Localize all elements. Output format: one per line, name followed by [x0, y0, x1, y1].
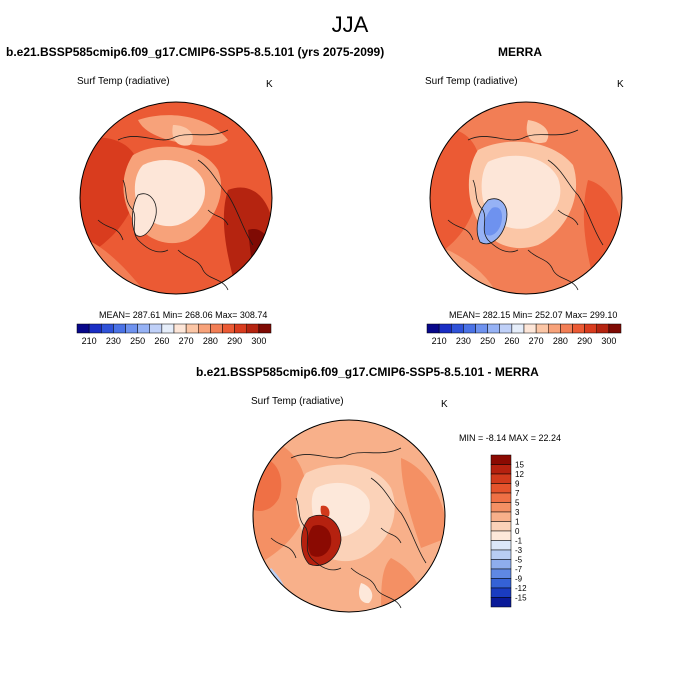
colorbar-right-swatch — [511, 323, 525, 334]
colorbar-difference-tick-label: 3 — [515, 508, 520, 517]
colorbar-right: 210 230 250 260 270 280 290 300 — [426, 323, 622, 346]
colorbar-left-swatch — [210, 323, 223, 334]
colorbar-difference-tick-label: 7 — [515, 489, 520, 498]
colorbar-right-swatch — [523, 323, 537, 334]
colorbar-right-tick-label: 260 — [504, 336, 519, 346]
colorbar-left-tick-label: 250 — [130, 336, 145, 346]
colorbar-difference-tick-label: -9 — [515, 575, 523, 584]
colorbar-right-swatch — [608, 323, 622, 334]
left-units-label: K — [266, 79, 273, 90]
colorbar-difference-swatch — [490, 578, 512, 589]
colorbar-difference-tick-label: -1 — [515, 537, 523, 546]
colorbar-difference-swatch — [490, 587, 512, 598]
left-stats: MEAN= 287.61 Min= 268.06 Max= 308.74 — [99, 310, 268, 320]
colorbar-difference-tick-label: -3 — [515, 546, 523, 555]
colorbar-right-swatch — [475, 323, 488, 334]
diff-panel-title: b.e21.BSSP585cmip6.f09_g17.CMIP6-SSP5-8.… — [196, 365, 539, 379]
colorbar-left-swatch — [149, 323, 163, 334]
colorbar-right-swatch — [596, 323, 610, 334]
colorbar-left-swatch — [173, 323, 187, 334]
colorbar-difference-swatch — [490, 559, 512, 570]
colorbar-right-tick-label: 210 — [432, 336, 447, 346]
colorbar-difference-swatch — [490, 464, 512, 475]
colorbar-left-swatch — [198, 323, 211, 334]
colorbar-right-tick-label: 280 — [553, 336, 568, 346]
right-stats: MEAN= 282.15 Min= 252.07 Max= 299.10 — [449, 310, 618, 320]
colorbar-difference-swatch — [490, 530, 512, 541]
map-left — [79, 101, 273, 295]
colorbar-difference-swatch — [490, 502, 512, 513]
colorbar-difference-tick-label: 12 — [515, 470, 524, 479]
colorbar-right-swatch — [560, 323, 573, 334]
colorbar-difference-tick-label: 5 — [515, 499, 520, 508]
colorbar-left-swatch — [125, 323, 138, 334]
colorbar-left: 210 230 250 260 270 280 290 300 — [76, 323, 272, 346]
left-panel-title: b.e21.BSSP585cmip6.f09_g17.CMIP6-SSP5-8.… — [6, 45, 385, 59]
diff-units-label: K — [441, 399, 448, 410]
colorbar-left-swatch — [161, 323, 175, 334]
colorbar-difference-swatch — [490, 597, 512, 608]
colorbar-difference-tick-label: -12 — [515, 584, 527, 593]
map-right — [429, 101, 623, 295]
colorbar-right-tick-label: 290 — [577, 336, 592, 346]
colorbar-right-swatch — [548, 323, 561, 334]
colorbar-difference-swatch — [490, 473, 512, 484]
colorbar-left-swatch — [113, 323, 126, 334]
colorbar-difference-swatch — [490, 521, 512, 532]
colorbar-difference-swatch — [490, 483, 512, 494]
colorbar-right-swatch — [572, 323, 585, 334]
colorbar-difference-tick-label: 0 — [515, 527, 520, 536]
colorbar-left-swatch — [258, 323, 272, 334]
colorbar-difference-tick-label: 15 — [515, 461, 524, 470]
colorbar-difference-tick-label: 9 — [515, 480, 520, 489]
right-variable-label: Surf Temp (radiative) — [425, 76, 518, 87]
colorbar-left-swatch — [101, 323, 114, 334]
colorbar-left-swatch — [246, 323, 260, 334]
colorbar-right-tick-label: 270 — [529, 336, 544, 346]
colorbar-difference-swatch — [490, 549, 512, 560]
right-panel-title: MERRA — [498, 45, 542, 59]
colorbar-left-tick-label: 270 — [179, 336, 194, 346]
colorbar-left-swatch — [137, 323, 150, 334]
colorbar-left-tick-label: 290 — [227, 336, 242, 346]
colorbar-difference-tick-label: -5 — [515, 556, 523, 565]
colorbar-right-tick-label: 300 — [601, 336, 616, 346]
colorbar-left-swatch — [76, 323, 90, 334]
colorbar-difference-swatch — [490, 454, 512, 465]
colorbar-left-swatch — [234, 323, 247, 334]
colorbar-right-swatch — [451, 323, 464, 334]
colorbar-difference-tick-label: 1 — [515, 518, 520, 527]
colorbar-left-swatch — [222, 323, 235, 334]
colorbar-left-tick-label: 280 — [203, 336, 218, 346]
colorbar-right-swatch — [463, 323, 476, 334]
colorbar-difference-tick-label: -7 — [515, 565, 523, 574]
colorbar-difference-swatch — [490, 568, 512, 579]
colorbar-left-tick-label: 260 — [154, 336, 169, 346]
colorbar-left-tick-label: 210 — [82, 336, 97, 346]
colorbar-difference-swatch — [490, 511, 512, 522]
colorbar-right-swatch — [499, 323, 513, 334]
colorbar-right-swatch — [438, 323, 452, 334]
colorbar-right-swatch — [584, 323, 597, 334]
colorbar-right-swatch — [426, 323, 440, 334]
colorbar-difference-tick-label: -15 — [515, 594, 527, 603]
left-variable-label: Surf Temp (radiative) — [77, 76, 170, 87]
colorbar-difference-swatch — [490, 540, 512, 551]
colorbar-left-tick-label: 300 — [251, 336, 266, 346]
colorbar-right-swatch — [535, 323, 549, 334]
figure-title: JJA — [331, 12, 369, 37]
colorbar-left-swatch — [88, 323, 102, 334]
colorbar-left-swatch — [185, 323, 199, 334]
colorbar-left-tick-label: 230 — [106, 336, 121, 346]
diff-stats: MIN = -8.14 MAX = 22.24 — [459, 433, 562, 443]
colorbar-right-tick-label: 230 — [456, 336, 471, 346]
colorbar-difference-swatch — [490, 492, 512, 503]
colorbar-right-swatch — [487, 323, 500, 334]
colorbar-right-tick-label: 250 — [480, 336, 495, 346]
map-difference — [252, 419, 446, 613]
diff-variable-label: Surf Temp (radiative) — [251, 396, 344, 407]
right-units-label: K — [617, 79, 624, 90]
